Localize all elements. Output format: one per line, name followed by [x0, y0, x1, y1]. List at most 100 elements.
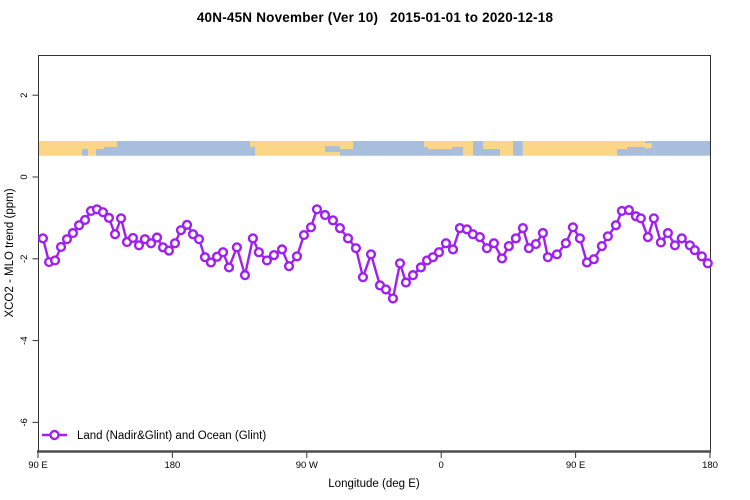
data-point-marker — [67, 227, 79, 239]
data-point-marker — [623, 205, 635, 216]
data-point-marker — [676, 233, 687, 244]
data-point-marker — [109, 229, 121, 240]
data-point-marker — [635, 213, 646, 224]
data-point-marker — [291, 251, 303, 262]
y-tick-label: -6 — [19, 418, 30, 426]
legend-label: Land (Nadir&Glint) and Ocean (Glint) — [77, 430, 266, 442]
band-land-segment — [522, 141, 617, 156]
data-point-marker — [79, 214, 91, 226]
band-land-segment — [500, 141, 514, 156]
band-coast-land — [626, 141, 645, 147]
x-tick-label: 0 — [439, 460, 444, 471]
data-point-marker — [193, 234, 205, 245]
data-point-marker — [530, 238, 541, 250]
band-land-segment — [88, 141, 96, 156]
y-tick-label: 0 — [19, 174, 30, 179]
data-point-marker — [145, 238, 157, 249]
axis-ticks: 90 E 180 90 W 0 90 E 180 2 0 -2 -4 -6 — [19, 93, 718, 471]
band-coast-water — [483, 149, 501, 156]
data-point-marker — [283, 261, 295, 272]
band-land-segment — [254, 141, 326, 156]
x-axis-label: Longitude (deg E) — [328, 478, 420, 490]
data-point-marker — [433, 247, 445, 258]
band-coast-land — [451, 141, 464, 147]
data-point-marker — [350, 243, 362, 254]
data-point-marker — [440, 238, 452, 249]
data-point-marker — [127, 232, 139, 244]
data-point-marker — [169, 238, 181, 249]
data-point-marker — [517, 223, 528, 234]
data-point-marker — [642, 232, 653, 243]
data-point-marker — [542, 252, 553, 263]
data-point-marker — [217, 247, 229, 258]
x-tick-label: 90 E — [566, 460, 586, 471]
y-tick-label: -4 — [19, 336, 30, 344]
data-point-marker — [163, 245, 175, 256]
data-point-marker — [61, 234, 73, 245]
x-tick-label: 90 E — [28, 460, 48, 471]
band-lake-water — [325, 146, 340, 153]
data-point-marker — [394, 258, 406, 269]
band-coast-water — [616, 149, 627, 156]
data-point-marker — [574, 233, 586, 244]
data-point-marker — [696, 251, 707, 262]
data-point-marker — [655, 237, 666, 248]
band-coast-segment — [424, 141, 429, 156]
data-point-marker — [567, 222, 579, 233]
band-island — [644, 143, 652, 149]
data-point-marker — [415, 262, 426, 273]
data-point-marker — [55, 241, 67, 253]
data-point-marker — [175, 225, 187, 236]
data-point-marker — [103, 212, 115, 224]
data-point-marker — [551, 249, 563, 260]
data-point-marker — [387, 293, 399, 304]
data-point-marker — [327, 215, 339, 226]
band-coast-segment — [250, 141, 255, 156]
data-point-marker — [503, 241, 514, 252]
band-land-segment — [463, 141, 474, 156]
band-coast-land — [250, 141, 255, 147]
data-series — [37, 204, 713, 304]
data-point-marker — [488, 238, 500, 249]
data-point-marker — [602, 231, 613, 242]
data-point-marker — [181, 219, 193, 230]
data-point-marker — [205, 257, 217, 268]
data-point-marker — [133, 240, 145, 251]
data-point-marker — [510, 233, 521, 244]
band-coast-segment — [616, 141, 627, 156]
data-point-marker — [37, 233, 49, 244]
data-point-marker — [97, 207, 109, 218]
band-coast-segment — [95, 141, 105, 156]
data-point-marker — [560, 238, 571, 249]
data-point-marker — [319, 209, 331, 221]
data-point-marker — [247, 233, 258, 244]
data-point-marker — [223, 262, 235, 273]
data-point-marker — [231, 242, 243, 253]
data-point-marker — [588, 254, 599, 265]
x-tick-label: 180 — [702, 460, 718, 471]
data-point-marker — [669, 240, 681, 251]
data-point-marker — [689, 245, 700, 256]
band-land-segment — [38, 141, 83, 156]
data-point-marker — [481, 243, 492, 254]
data-point-marker — [596, 241, 607, 252]
data-point-marker — [610, 220, 622, 231]
data-point-marker — [407, 270, 419, 281]
data-point-marker — [49, 255, 61, 266]
data-point-marker — [365, 249, 377, 260]
data-point-marker — [261, 255, 273, 266]
data-point-marker — [537, 227, 548, 239]
data-point-marker — [523, 243, 534, 254]
data-point-marker — [253, 247, 264, 258]
data-point-marker — [199, 252, 211, 263]
y-tick-label: 2 — [19, 93, 30, 98]
band-coast-water — [339, 149, 353, 156]
data-point-marker — [474, 232, 485, 243]
data-point-marker — [648, 213, 659, 224]
data-point-marker — [305, 222, 317, 233]
data-point-marker — [73, 220, 85, 231]
band-ocean-segment — [473, 141, 484, 156]
band-coast-water — [82, 149, 89, 156]
data-point-marker — [662, 227, 673, 239]
